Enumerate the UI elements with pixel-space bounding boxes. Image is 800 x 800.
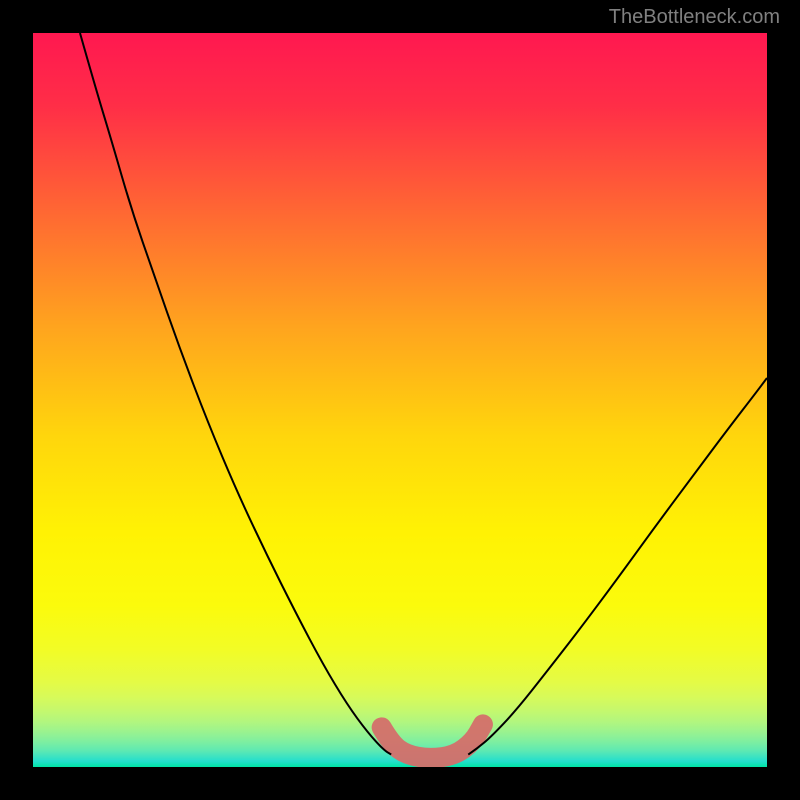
watermark-text: TheBottleneck.com — [609, 6, 780, 29]
accent-band — [382, 724, 483, 757]
right-curve — [468, 378, 767, 755]
figure-root: TheBottleneck.com — [0, 0, 800, 800]
plot-area — [33, 33, 767, 767]
left-curve — [80, 33, 391, 755]
curve-layer — [33, 33, 767, 767]
